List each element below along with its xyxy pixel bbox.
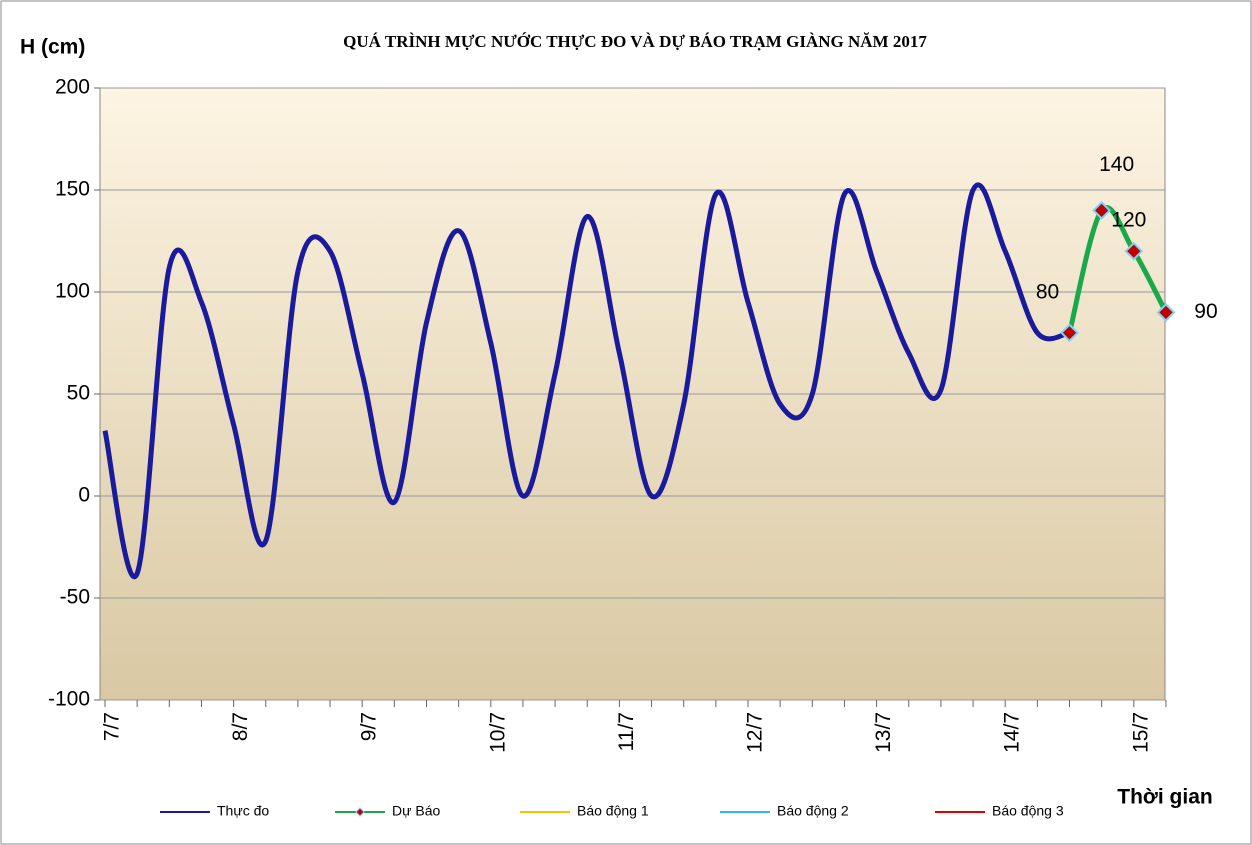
y-tick-label: 150 (55, 178, 90, 201)
legend-label: Dự Báo (392, 803, 440, 819)
x-tick-label: 7/7 (101, 712, 124, 741)
y-tick-label: 50 (67, 382, 90, 405)
chart-title: QUÁ TRÌNH MỰC NƯỚC THỰC ĐO VÀ DỰ BÁO TRẠ… (343, 32, 927, 51)
legend-label: Thực đo (217, 803, 269, 819)
y-tick-label: -50 (60, 586, 90, 609)
data-label: 90 (1194, 300, 1217, 323)
legend-label: Báo động 1 (577, 803, 649, 819)
y-tick-label: 100 (55, 280, 90, 303)
x-tick-label: 14/7 (1001, 712, 1024, 753)
y-axis-label: H (cm) (20, 36, 85, 59)
x-tick-label: 10/7 (486, 712, 509, 753)
x-tick-label: 8/7 (229, 712, 252, 741)
legend-label: Báo động 2 (777, 803, 849, 819)
data-label: 120 (1111, 209, 1146, 232)
y-tick-label: 200 (55, 76, 90, 99)
x-tick-label: 13/7 (872, 712, 895, 753)
data-label: 140 (1099, 153, 1134, 176)
x-tick-label: 12/7 (744, 712, 767, 753)
y-tick-label: 0 (78, 484, 90, 507)
data-point (1060, 323, 1079, 343)
series-line (1067, 205, 1169, 334)
x-tick-label: 9/7 (358, 712, 381, 741)
x-axis-label: Thời gian (1117, 786, 1212, 809)
data-point (1156, 302, 1176, 322)
legend-label: Báo động 3 (992, 803, 1064, 819)
y-tick-label: -100 (48, 688, 90, 711)
x-tick-label: 11/7 (615, 712, 638, 751)
data-point (1092, 200, 1112, 220)
series-line (102, 182, 1071, 580)
data-label: 80 (1036, 280, 1059, 303)
x-tick-label: 15/7 (1129, 712, 1152, 753)
data-point (1124, 241, 1144, 261)
legend-marker (355, 807, 365, 817)
